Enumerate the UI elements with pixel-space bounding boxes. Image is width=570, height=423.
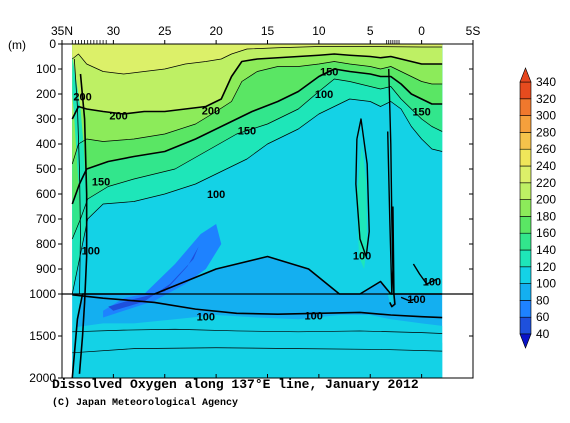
pocket-60-80	[103, 224, 222, 318]
colorbar-label: 280	[536, 125, 556, 139]
y-tick-label: 200	[36, 87, 56, 101]
colorbar-segment	[519, 216, 532, 234]
contour-0	[72, 46, 443, 75]
colorbar-segment	[519, 232, 532, 251]
contour-label: 100	[315, 89, 333, 101]
colorbar-label: 60	[536, 310, 550, 324]
colorbar-label: 180	[536, 209, 556, 223]
colorbar-segment	[519, 148, 532, 167]
contour-label: 200	[109, 110, 127, 122]
x-tick-label: 15	[261, 24, 275, 38]
x-tick-label: 20	[209, 24, 223, 38]
front-north	[72, 56, 87, 219]
colorbar-label: 120	[536, 260, 556, 274]
y-tick-label: 100	[36, 62, 56, 76]
y-tick-label: 300	[36, 112, 56, 126]
contour-eq-deep	[400, 296, 416, 302]
y-tick-label: 1000	[29, 287, 56, 301]
colorbar-segment	[519, 182, 532, 200]
colorbar-over-arrow	[519, 67, 532, 83]
contour-label: 150	[92, 177, 110, 189]
pocket-40-60	[108, 246, 199, 311]
contour-3N-deep	[389, 206, 396, 308]
y-tick-label: 800	[36, 237, 56, 251]
colorbar-label: 100	[536, 277, 556, 291]
contour-label: 100	[423, 277, 441, 289]
contour-label: 100	[82, 245, 100, 257]
contour-label: 200	[202, 105, 220, 117]
contour-front-2	[73, 58, 81, 295]
contour-deep-3	[72, 347, 443, 354]
chart-title: Dissolved Oxygen along 137°E line, Janua…	[52, 377, 419, 392]
x-tick-label: 25	[158, 24, 172, 38]
colorbar-under-arrow	[519, 333, 532, 349]
colorbar-label: 260	[536, 142, 556, 156]
contour-100-deep	[72, 294, 443, 319]
x-tick-label: 30	[107, 24, 121, 38]
chart-credit: (C) Japan Meteorological Agency	[52, 398, 239, 409]
y-tick-label: 2000	[29, 371, 56, 385]
contour-label: 100	[197, 311, 215, 323]
contour-2	[71, 61, 443, 165]
contour-eq-100	[412, 263, 438, 285]
field-220-240	[72, 44, 443, 74]
contour-label: 100	[207, 189, 225, 201]
contour-label: 100	[407, 294, 425, 306]
colorbar-label: 40	[536, 327, 550, 341]
y-tick-label: 1500	[29, 329, 56, 343]
colorbar-label: 320	[536, 92, 556, 106]
contour-1	[71, 53, 443, 120]
y-tick-label: 900	[36, 262, 56, 276]
contour-label: 150	[238, 125, 256, 137]
y-axis-unit-label: (m)	[8, 38, 26, 52]
colorbar-label: 140	[536, 243, 556, 257]
colorbar-segment	[519, 132, 532, 150]
colorbar-label: 240	[536, 159, 556, 173]
x-tick-label: 5S	[466, 24, 481, 38]
y-tick-label: 0	[49, 37, 56, 51]
contour-label: 100	[305, 310, 323, 322]
y-tick-label: 500	[36, 162, 56, 176]
contour-4	[71, 78, 443, 240]
colorbar-label: 220	[536, 176, 556, 190]
y-axis: (m) 0 100 200 300 400 500 600 700 800 900 1000 1500…	[8, 37, 473, 385]
colorbar-segment	[519, 249, 532, 268]
contour-5	[71, 98, 443, 295]
colorbar-label: 300	[536, 109, 556, 123]
oxygen-field	[72, 44, 443, 378]
colorbar: 40 60 80 100 120 140 160 180 200 220 240 260 280 300 3…	[519, 67, 556, 349]
contour-label: 150	[320, 67, 338, 79]
colorbar-segment	[519, 300, 532, 318]
contour-label: 200	[73, 92, 91, 104]
contour-3	[71, 68, 443, 205]
colorbar-segment	[519, 165, 532, 184]
colorbar-label: 340	[536, 75, 556, 89]
colorbar-label: 160	[536, 226, 556, 240]
x-tick-label: 0	[418, 24, 425, 38]
contour-label: 100	[353, 250, 371, 262]
colorbar-segment	[519, 283, 532, 301]
colorbar-label: 80	[536, 293, 550, 307]
contour-5N-loop	[355, 118, 370, 258]
colorbar-segment	[519, 266, 532, 284]
y-tick-label: 700	[36, 212, 56, 226]
contour-front-1	[78, 73, 88, 374]
y-tick-label: 400	[36, 137, 56, 151]
colorbar-label: 200	[536, 193, 556, 207]
x-tick-label: 5	[367, 24, 374, 38]
colorbar-segment	[519, 81, 532, 100]
x-axis: 35N 30 25 20 15 10 5 0 5S	[51, 24, 480, 378]
y-tick-label: 600	[36, 187, 56, 201]
colorbar-segment	[519, 199, 532, 217]
x-tick-label: 35N	[51, 24, 73, 38]
contour-label: 150	[412, 107, 430, 119]
x-tick-label: 10	[312, 24, 326, 38]
contour-labels: 200 200 200 150 150 150 150 100 100 100 100 100 100 1…	[73, 67, 441, 324]
contour-deep-2	[72, 328, 443, 334]
colorbar-segment	[519, 98, 532, 116]
colorbar-segment	[519, 316, 532, 335]
colorbar-segment	[519, 115, 532, 133]
station-ticks	[71, 40, 400, 44]
